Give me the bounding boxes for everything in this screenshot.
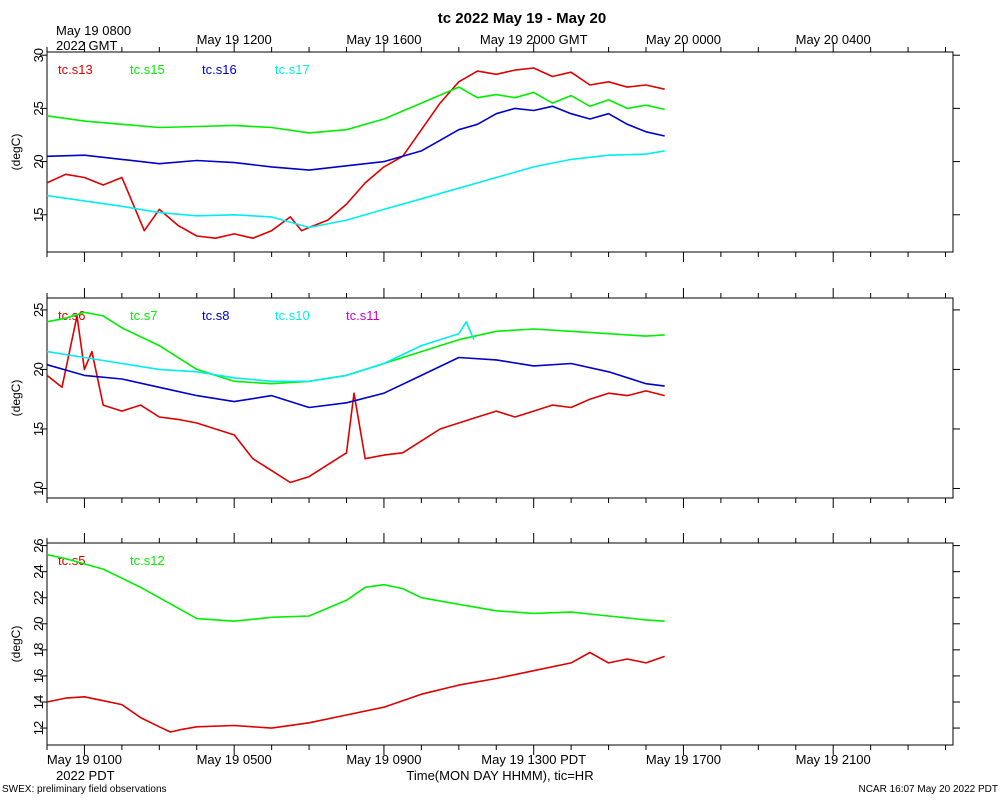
plot-frame — [46, 297, 954, 499]
pdt-tick-label: May 19 0500 — [197, 752, 272, 767]
legend-tc-s16: tc.s16 — [202, 62, 237, 77]
series-line-tc-s10 — [46, 320, 475, 383]
y-tick-label: 14 — [31, 695, 46, 709]
gmt-tick-label: May 19 2000 GMT — [480, 32, 588, 47]
footer-right: NCAR 16:07 May 20 2022 PDT — [858, 784, 998, 795]
legend-tc-s13: tc.s13 — [58, 62, 93, 77]
legend-tc-s15: tc.s15 — [130, 62, 165, 77]
chart-title: tc 2022 May 19 - May 20 — [438, 10, 606, 27]
legend-tc-s8: tc.s8 — [202, 308, 229, 323]
y-tick-label: 15 — [31, 208, 46, 222]
plot-frame — [46, 51, 954, 253]
series-line-tc-s16 — [46, 105, 665, 171]
series-line-tc-s13 — [46, 67, 665, 239]
y-tick-label: 30 — [31, 48, 46, 62]
y-tick-label: 20 — [31, 617, 46, 631]
y-axis-label: (degC) — [9, 380, 23, 417]
series-line-tc-s15 — [46, 86, 665, 134]
gmt-first-label-line1: May 19 0800 — [56, 23, 131, 38]
gmt-first-label-line2: 2022 GMT — [56, 38, 117, 53]
series-line-tc-s5 — [46, 651, 665, 733]
footer-left: SWEX: preliminary field observations — [2, 784, 167, 795]
series-line-tc-s17 — [46, 150, 665, 229]
series-line-tc-s8 — [46, 356, 665, 409]
y-tick-label: 16 — [31, 669, 46, 683]
gmt-tick-label: May 20 0000 — [646, 32, 721, 47]
pdt-tick-label: May 19 2100 — [796, 752, 871, 767]
pdt-tick-label: May 19 0900 — [346, 752, 421, 767]
gmt-tick-label: May 19 1600 — [346, 32, 421, 47]
series-line-tc-s12 — [46, 553, 665, 623]
pdt-year-label: 2022 PDT — [56, 768, 115, 783]
legend-tc-s12: tc.s12 — [130, 553, 165, 568]
x-axis-label: Time(MON DAY HHMM), tic=HR — [406, 768, 593, 783]
y-tick-label: 20 — [31, 362, 46, 376]
y-tick-label: 18 — [31, 643, 46, 657]
y-tick-label: 25 — [31, 101, 46, 115]
y-axis-label: (degC) — [9, 626, 23, 663]
y-tick-label: 25 — [31, 303, 46, 317]
legend-tc-s10: tc.s10 — [275, 308, 310, 323]
legend-tc-s7: tc.s7 — [130, 308, 157, 323]
pdt-tick-label: May 19 1700 — [646, 752, 721, 767]
y-tick-label: 20 — [31, 154, 46, 168]
pdt-tick-label: May 19 0100 — [47, 752, 122, 767]
pdt-tick-label: May 19 1300 PDT — [481, 752, 586, 767]
legend-tc-s11: tc.s11 — [346, 308, 380, 323]
y-tick-label: 15 — [31, 422, 46, 436]
y-tick-label: 24 — [31, 564, 46, 578]
gmt-tick-label: May 19 1200 — [197, 32, 272, 47]
gmt-tick-label: May 20 0400 — [796, 32, 871, 47]
plot-frame — [46, 542, 954, 746]
y-tick-label: 10 — [31, 481, 46, 495]
y-tick-label: 12 — [31, 721, 46, 735]
y-axis-label: (degC) — [9, 134, 23, 171]
y-tick-label: 22 — [31, 591, 46, 605]
legend-tc-s17: tc.s17 — [275, 62, 310, 77]
series-line-tc-s6 — [46, 315, 665, 484]
y-tick-label: 26 — [31, 538, 46, 552]
